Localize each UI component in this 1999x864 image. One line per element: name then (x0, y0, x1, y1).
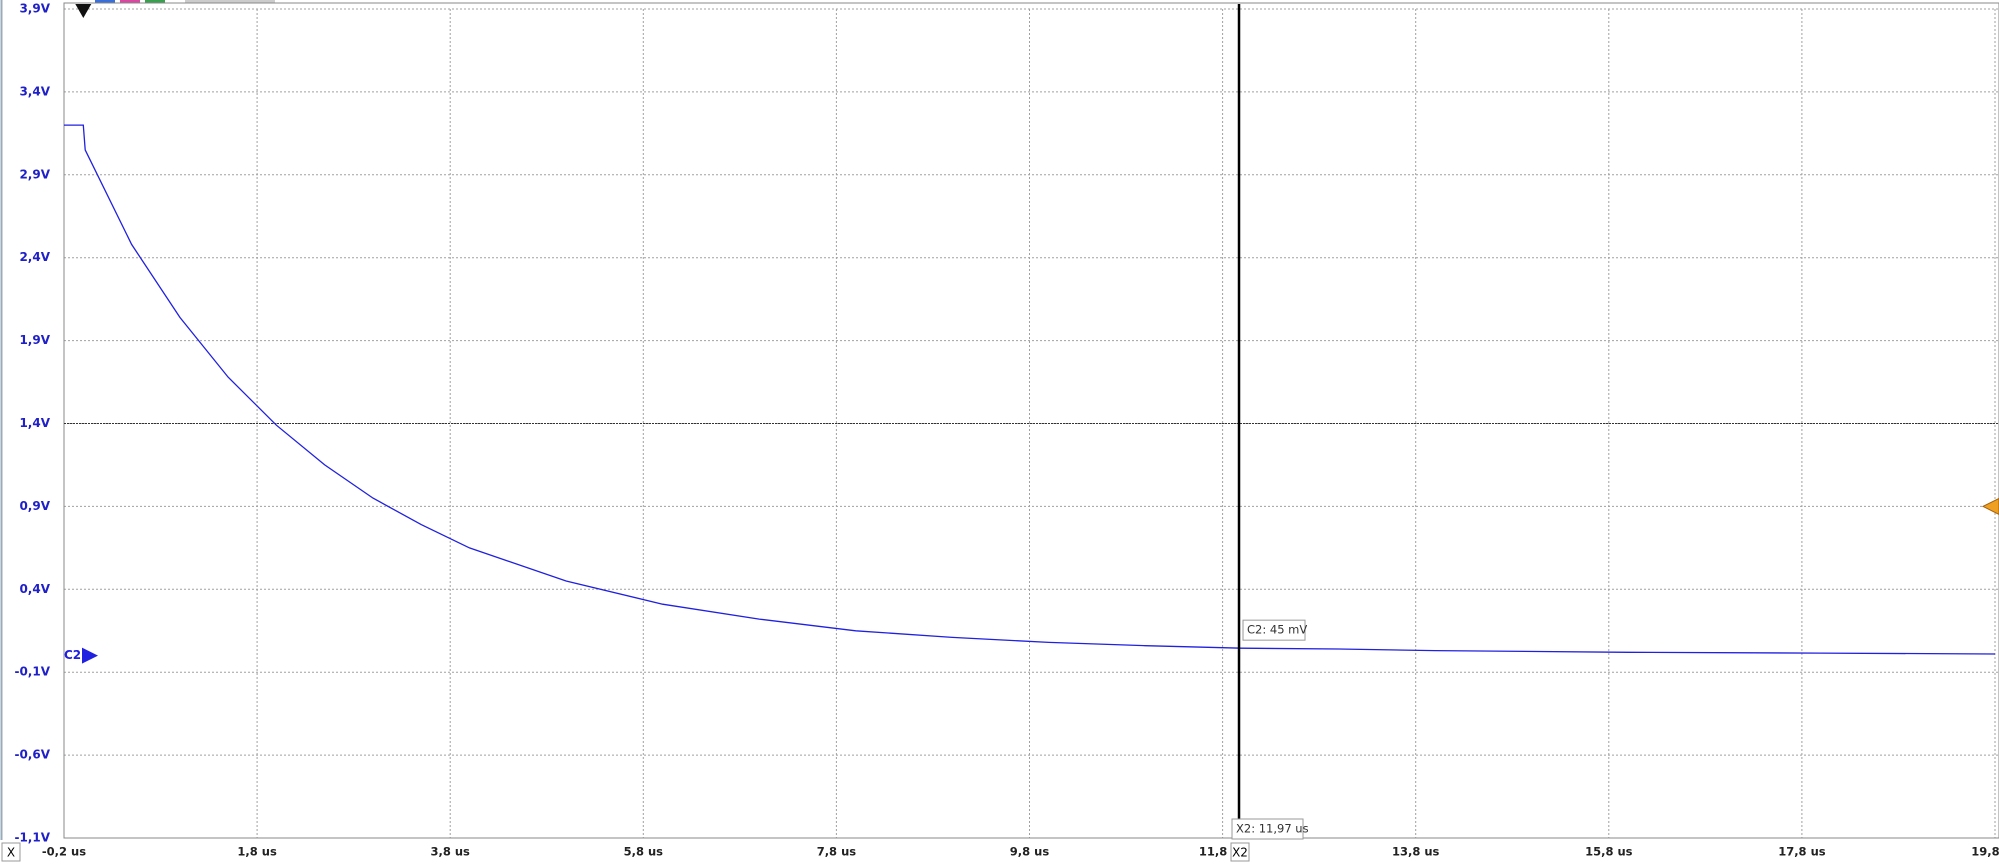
y-tick-label: 0,9V (19, 499, 50, 513)
x-axis-marker-box (1, 842, 21, 862)
y-tick-label: 3,9V (19, 2, 50, 16)
x-tick-label: 19,8 us (1971, 845, 1999, 859)
x-tick-label: 9,8 us (1010, 845, 1050, 859)
y-tick-label: -0,1V (14, 665, 50, 679)
trigger-time-marker (75, 4, 92, 18)
x-tick-label: 1,8 us (237, 845, 277, 859)
x-tick-label: -0,2 us (42, 845, 86, 859)
y-tick-label: 0,4V (19, 582, 50, 596)
cursor-readout-box (1231, 818, 1304, 840)
y-tick-label: 2,9V (19, 167, 50, 181)
value-readout-box (1242, 619, 1306, 641)
y-tick-label: 2,4V (19, 250, 50, 264)
y-tick-label: -1,1V (14, 831, 50, 845)
cursor-marker: X2 (1232, 846, 1248, 860)
x-tick-label: 7,8 us (817, 845, 857, 859)
y-tick-label: 1,4V (19, 416, 50, 430)
value-readout: C2: 45 mV (1247, 623, 1307, 637)
y-tick-label: 1,9V (19, 333, 50, 347)
x-tick-label: 3,8 us (430, 845, 470, 859)
channel-offset-marker (82, 647, 98, 664)
trigger-level-marker (1981, 497, 1999, 515)
plot-frame (63, 2, 1999, 839)
y-tick-label: -0,6V (14, 748, 50, 762)
x-axis-marker: X (7, 846, 15, 860)
x-tick-label: 15,8 us (1585, 845, 1633, 859)
cursor-box (1230, 842, 1250, 862)
channel-label: C2 (64, 648, 81, 662)
y-tick-label: 3,4V (19, 84, 50, 98)
x-tick-label: 17,8 us (1778, 845, 1826, 859)
channel-tab (95, 0, 115, 3)
toolbar-tab (185, 0, 275, 3)
channel-tab (120, 0, 140, 3)
x-tick-label: 13,8 us (1392, 845, 1440, 859)
channel-tab (145, 0, 165, 3)
x-tick-label: 5,8 us (624, 845, 664, 859)
cursor-readout: X2: 11,97 us (1236, 822, 1309, 836)
signal-trace (64, 124, 1996, 655)
